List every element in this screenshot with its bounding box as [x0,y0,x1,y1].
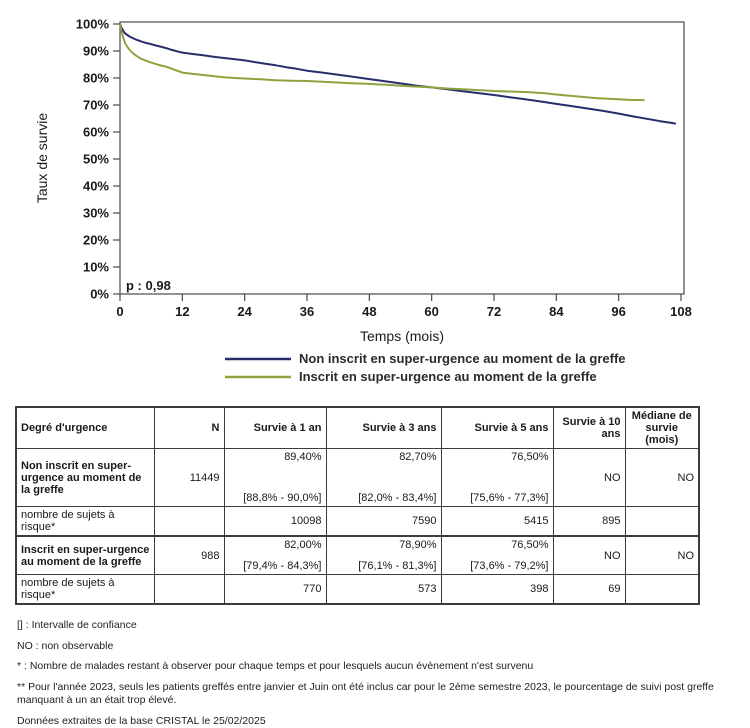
survie-3ans-value: 78,90% [399,539,437,551]
y-axis-ticks: 0% 10% 20% 30% 40% 50% 60% 70% 80% 90% 100% [76,17,120,302]
survival-table-container: Degré d'urgence N Survie à 1 an Survie à… [15,406,700,605]
footnotes: [] : Intervalle de confiance NO : non ob… [17,619,750,728]
x-tick-label: 0 [116,304,123,319]
x-axis-ticks: 0 12 24 36 48 60 72 84 96 108 [116,294,692,319]
x-tick-label: 48 [362,304,376,319]
survival-curve-0 [119,23,676,125]
table-header-row: Degré d'urgence N Survie à 1 an Survie à… [15,406,700,449]
header-survie-3ans: Survie à 3 ans [325,406,442,449]
x-tick-label: 60 [424,304,438,319]
survie-5ans-value: 76,50% [511,451,549,463]
table-row-inscrit: Inscrit en super-urgence au moment de la… [15,535,700,575]
x-tick-label: 84 [549,304,564,319]
header-survie-1an: Survie à 1 an [223,406,327,449]
header-mediane: Médiane de survie (mois) [624,406,700,449]
empty-cell [624,506,700,537]
survie-5ans-ci: [75,6% - 77,3%] [470,492,549,504]
survie-1an-ci: [88,8% - 90,0%] [243,492,322,504]
risque-3ans: 7590 [325,506,442,537]
mediane-value: NO [624,535,700,575]
x-axis-label: Temps (mois) [360,328,444,344]
table-row-risque-inscrit: nombre de sujets à risque* 770 573 398 6… [15,574,700,605]
empty-cell [153,574,225,605]
mediane-value: NO [624,448,700,507]
survie-10ans-value: NO [552,448,626,507]
legend-label-non-inscrit: Non inscrit en super-urgence au moment d… [299,351,626,366]
p-value-annotation: p : 0,98 [126,278,171,293]
y-tick-label: 50% [83,152,109,167]
survie-1an-value: 89,40% [284,451,322,463]
risque-3ans: 573 [325,574,442,605]
x-tick-label: 24 [237,304,252,319]
footnote-intervalle: [] : Intervalle de confiance [17,619,137,631]
x-tick-label: 96 [611,304,625,319]
footnote-no: NO : non observable [17,639,114,652]
y-tick-label: 100% [76,17,110,32]
y-tick-label: 90% [83,44,109,59]
y-axis-label: Taux de survie [34,113,50,203]
table-row-risque-non-inscrit: nombre de sujets à risque* 10098 7590 54… [15,506,700,537]
y-tick-label: 30% [83,206,109,221]
y-tick-label: 70% [83,98,109,113]
header-urgency: Degré d'urgence [15,406,155,449]
survie-1an-value: 82,00% [284,539,322,551]
y-tick-label: 10% [83,260,109,275]
x-tick-label: 36 [300,304,314,319]
risque-1an: 10098 [223,506,327,537]
row-label: nombre de sujets à risque* [15,506,155,537]
survie-10ans-value: NO [552,535,626,575]
survival-curve-1 [119,23,645,102]
header-survie-5ans: Survie à 5 ans [440,406,554,449]
y-tick-label: 40% [83,179,109,194]
survie-1an-cell: 89,40% [88,8% - 90,0%] [223,448,327,507]
footnote-risque: * : Nombre de malades restant à observer… [17,660,534,673]
x-tick-label: 108 [670,304,692,319]
empty-cell [624,574,700,605]
legend-label-inscrit: Inscrit en super-urgence au moment de la… [299,369,597,384]
y-tick-label: 60% [83,125,109,140]
footnote-source: Données extraites de la base CRISTAL le … [17,714,266,727]
survie-1an-ci: [79,4% - 84,3%] [243,560,322,572]
survie-3ans-cell: 82,70% [82,0% - 83,4%] [325,448,442,507]
row-label: nombre de sujets à risque* [15,574,155,605]
footnote-2023: ** Pour l'année 2023, seuls les patients… [17,680,714,706]
y-tick-label: 0% [90,287,109,302]
risque-10ans: 69 [552,574,626,605]
plot-box [119,21,685,295]
survival-chart-svg: 0% 10% 20% 30% 40% 50% 60% 70% 80% 90% 100% 0 12 24 3… [34,17,692,385]
survie-3ans-value: 82,70% [399,451,437,463]
x-tick-label: 12 [175,304,189,319]
survival-table: Degré d'urgence N Survie à 1 an Survie à… [15,406,700,605]
survie-5ans-cell: 76,50% [73,6% - 79,2%] [440,535,554,575]
survie-5ans-cell: 76,50% [75,6% - 77,3%] [440,448,554,507]
survival-chart: 0% 10% 20% 30% 40% 50% 60% 70% 80% 90% 100% 0 12 24 3… [34,17,692,385]
y-tick-label: 20% [83,233,109,248]
table-row-non-inscrit: Non inscrit en super-urgence au moment d… [15,448,700,507]
n-value: 11449 [153,448,225,507]
risque-10ans: 895 [552,506,626,537]
survie-3ans-ci: [76,1% - 81,3%] [358,560,437,572]
survival-curves [119,23,676,125]
row-label: Inscrit en super-urgence au moment de la… [15,535,155,575]
survie-5ans-value: 76,50% [511,539,549,551]
empty-cell [153,506,225,537]
n-value: 988 [153,535,225,575]
y-tick-label: 80% [83,71,109,86]
risque-5ans: 398 [440,574,554,605]
survie-3ans-cell: 78,90% [76,1% - 81,3%] [325,535,442,575]
survie-1an-cell: 82,00% [79,4% - 84,3%] [223,535,327,575]
risque-1an: 770 [223,574,327,605]
header-n: N [153,406,225,449]
survie-3ans-ci: [82,0% - 83,4%] [358,492,437,504]
x-tick-label: 72 [487,304,501,319]
header-survie-10ans: Survie à 10 ans [552,406,626,449]
risque-5ans: 5415 [440,506,554,537]
legend: Non inscrit en super-urgence au moment d… [225,351,626,384]
row-label: Non inscrit en super-urgence au moment d… [15,448,155,507]
survie-5ans-ci: [73,6% - 79,2%] [470,560,549,572]
